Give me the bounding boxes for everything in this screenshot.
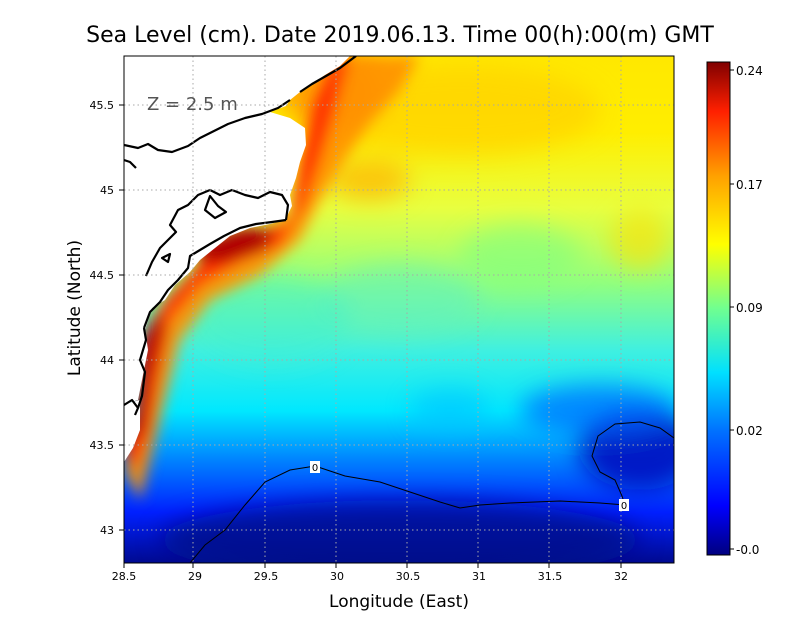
- y-tick-label: 45.5: [90, 99, 115, 112]
- contour-label-box: [310, 461, 320, 473]
- map-title: Sea Level (cm). Date 2019.06.13. Time 00…: [86, 23, 714, 48]
- colorbar-tick-labels: 0.24 0.17 0.09 0.02 -0.0: [736, 64, 763, 557]
- x-tick-label: 30: [330, 570, 344, 583]
- y-tick-label: 44.5: [90, 269, 115, 282]
- x-tick-label: 30.5: [396, 570, 421, 583]
- plot-area: 0 0 Z = 2.5 m: [124, 56, 674, 563]
- grid: [124, 56, 674, 563]
- x-tick-labels: 28.5 29 29.5 30 30.5 31 31.5 32: [112, 570, 628, 583]
- x-axis-label: Longitude (East): [329, 592, 469, 612]
- colorbar-ticks: [730, 69, 734, 550]
- contour-label-box: [619, 499, 629, 511]
- sea-level-features: [160, 56, 674, 563]
- y-tick-label: 44: [100, 354, 114, 367]
- coastline: [124, 56, 357, 416]
- y-tick-labels: 43 43.5 44 44.5 45 45.5: [90, 99, 115, 537]
- y-axis: [119, 104, 124, 531]
- colorbar-tick-label: 0.24: [736, 64, 763, 78]
- x-tick-label: 29: [188, 570, 202, 583]
- colorbar-tick-label: 0.17: [736, 178, 763, 192]
- depth-label: Z = 2.5 m: [147, 94, 238, 115]
- x-tick-label: 31.5: [538, 570, 563, 583]
- y-axis-label: Latitude (North): [65, 240, 85, 376]
- colorbar-tick-label: 0.09: [736, 301, 763, 315]
- y-tick-label: 45: [100, 184, 114, 197]
- x-tick-label: 28.5: [112, 570, 137, 583]
- contour-label: 0: [621, 501, 627, 512]
- colorbar-tick-label: -0.0: [736, 543, 759, 557]
- y-tick-label: 43.5: [90, 439, 115, 452]
- contour-label: 0: [312, 463, 318, 474]
- y-tick-label: 43: [100, 524, 114, 537]
- colorbar: [707, 62, 730, 555]
- x-tick-label: 32: [614, 570, 628, 583]
- colorbar-frame: [706, 61, 731, 556]
- colorbar-tick-label: 0.02: [736, 424, 763, 438]
- x-axis: [123, 563, 622, 568]
- x-tick-label: 29.5: [254, 570, 279, 583]
- land-strip: [124, 400, 140, 462]
- zero-contour: [189, 421, 674, 563]
- x-tick-label: 31: [472, 570, 486, 583]
- plot-frame: [123, 55, 675, 564]
